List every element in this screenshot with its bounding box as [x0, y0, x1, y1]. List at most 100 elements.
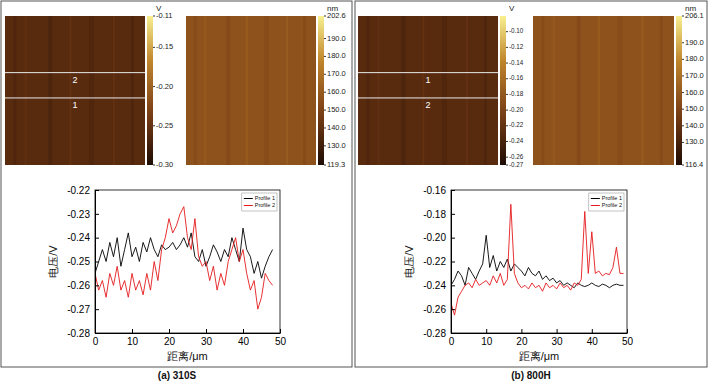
- legend-box: [589, 193, 624, 211]
- colorbar-tick: [153, 125, 155, 126]
- panel-frame: [1, 1, 352, 367]
- x-tick-mark: [521, 329, 522, 333]
- y-tick-mark: [451, 238, 455, 239]
- legend-box: [242, 193, 277, 211]
- colorbar-tick-label: -0.18: [509, 90, 524, 97]
- profile-label: 1: [425, 75, 430, 85]
- colorbar-unit: nm: [685, 4, 696, 13]
- x-tick-mark: [169, 329, 170, 333]
- x-tick-mark: [132, 329, 133, 333]
- panel-caption: (b) 800H: [511, 370, 550, 381]
- colorbar-tick-label: -0.16: [509, 74, 524, 81]
- colorbar-tick: [324, 56, 326, 57]
- map-panel: 206.1190.0180.0170.0160.0150.0140.0130.0…: [533, 4, 704, 169]
- y-tick-mark: [451, 214, 455, 215]
- image-texture: [466, 16, 468, 165]
- image-texture: [246, 16, 248, 165]
- y-tick-mark: [95, 309, 99, 310]
- image-texture: [25, 16, 27, 165]
- map-panel: 21-0.11-0.15-0.20-0.25-0.30V: [5, 4, 173, 169]
- colorbar-tick-label: -0.15: [156, 42, 173, 51]
- x-tick: 10: [127, 329, 139, 347]
- colorbar-tick: [682, 42, 684, 43]
- y-tick-label: -0.26: [67, 280, 90, 291]
- colorbar-tick: [506, 78, 508, 79]
- x-axis: 01020304050: [93, 329, 287, 347]
- line-chart: 01020304050-0.28-0.27-0.26-0.25-0.24-0.2…: [47, 185, 286, 381]
- colorbar-tick: [506, 165, 508, 166]
- colorbar-tick-label: -0.26: [509, 153, 524, 160]
- profile-line: [358, 72, 498, 73]
- y-tick: -0.28: [423, 328, 455, 339]
- colorbar-tick: [153, 165, 155, 166]
- y-tick-label: -0.24: [423, 280, 446, 291]
- profile-line: [5, 97, 145, 98]
- legend-label: Profile 2: [602, 202, 622, 208]
- colorbar-tick-label: 140.0: [685, 121, 704, 130]
- profile-line: [358, 97, 498, 98]
- colorbar-tick: [506, 63, 508, 64]
- colorbar-tick: [324, 16, 326, 17]
- image-texture: [113, 16, 115, 165]
- legend-swatch: [591, 198, 600, 199]
- y-tick-mark: [451, 309, 455, 310]
- colorbar-tick-label: -0.12: [509, 43, 524, 50]
- image-texture: [541, 16, 544, 165]
- map-panel: 12-0.10-0.12-0.14-0.16-0.18-0.20-0.22-0.…: [358, 4, 524, 168]
- image-texture: [422, 16, 424, 165]
- x-tick: 20: [164, 329, 176, 347]
- x-tick: 30: [552, 329, 564, 347]
- figure: 21-0.11-0.15-0.20-0.25-0.30V202.6190.018…: [0, 0, 709, 383]
- colorbar-tick: [682, 142, 684, 143]
- image-texture: [204, 16, 206, 165]
- image-texture: [131, 16, 134, 165]
- colorbar-tick-label: 170.0: [685, 71, 704, 80]
- x-tick-label: 40: [587, 336, 599, 347]
- plot-frame: [95, 190, 280, 333]
- y-tick-label: -0.24: [67, 232, 90, 243]
- colorbar-tick: [153, 47, 155, 48]
- x-tick-label: 0: [449, 336, 455, 347]
- image-texture: [194, 16, 197, 165]
- x-tick: 50: [622, 329, 634, 347]
- y-axis-title: 电压/V: [47, 245, 59, 278]
- colorbar: [147, 16, 153, 165]
- colorbar-tick-label: -0.20: [509, 106, 524, 113]
- x-tick-label: 50: [622, 336, 634, 347]
- x-tick-label: 30: [552, 336, 564, 347]
- colorbar-tick-label: 160.0: [685, 88, 704, 97]
- x-tick-label: 40: [238, 336, 250, 347]
- image-texture: [286, 16, 288, 165]
- colorbar-unit: V: [509, 4, 515, 13]
- y-tick-mark: [95, 285, 99, 286]
- colorbar-tick-label: 116.4: [685, 160, 703, 169]
- y-tick: -0.28: [67, 328, 99, 339]
- colorbar-tick: [506, 141, 508, 142]
- y-tick: -0.16: [423, 185, 455, 196]
- series-line: [451, 204, 623, 315]
- map-image: [5, 16, 145, 165]
- x-tick-label: 0: [93, 336, 99, 347]
- image-texture: [69, 16, 71, 165]
- image-texture: [618, 16, 623, 165]
- colorbar-tick-label: -0.24: [509, 137, 524, 144]
- colorbar-tick-label: -0.25: [156, 121, 173, 130]
- y-tick-mark: [95, 190, 99, 191]
- x-axis-title: 距离/μm: [519, 350, 560, 362]
- image-texture: [642, 16, 644, 165]
- plot-frame: [451, 190, 627, 333]
- plot-area: [451, 204, 623, 315]
- y-tick: -0.26: [67, 280, 99, 291]
- image-texture: [442, 16, 447, 165]
- y-tick-mark: [451, 285, 455, 286]
- image-texture: [484, 16, 487, 165]
- y-tick: -0.23: [67, 209, 99, 220]
- legend-label: Profile 1: [602, 195, 622, 201]
- colorbar-tick-label: 190.0: [685, 38, 704, 47]
- colorbar-tick: [324, 165, 326, 166]
- colorbar-tick-label: 170.0: [327, 69, 346, 78]
- series-line: [451, 235, 623, 287]
- colorbar-tick-label: -0.27: [509, 161, 524, 168]
- y-tick: -0.22: [67, 185, 99, 196]
- y-tick-mark: [451, 190, 455, 191]
